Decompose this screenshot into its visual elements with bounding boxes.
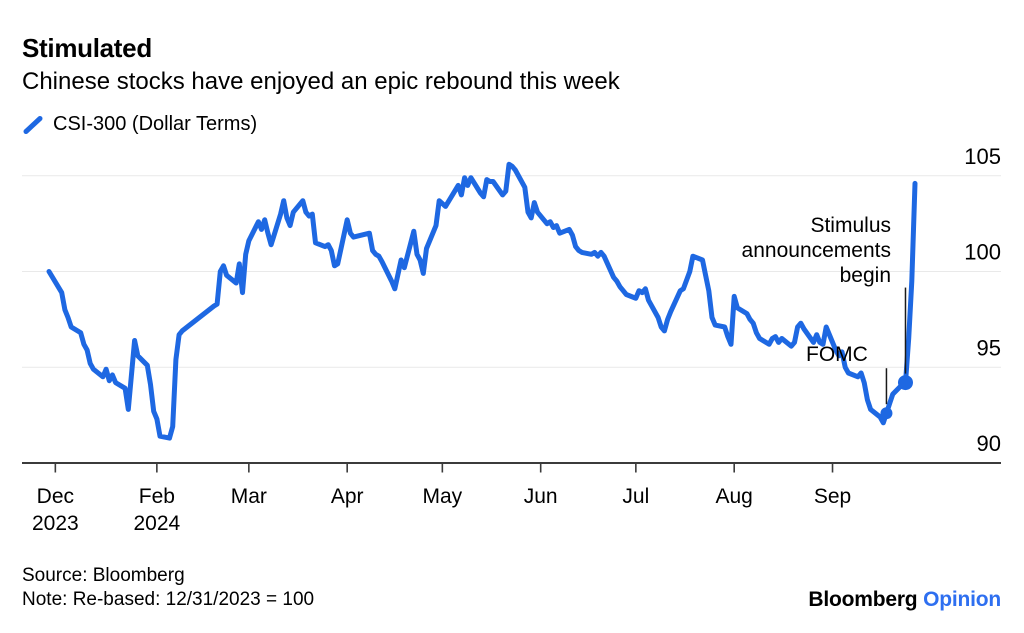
marker-dot-fomc <box>880 407 893 420</box>
legend-series-label: CSI-300 (Dollar Terms) <box>53 113 258 135</box>
x-axis-label-apr: Apr <box>331 485 364 508</box>
legend-line-swatch-icon <box>23 115 43 134</box>
marker-dot-stimulus <box>897 375 913 391</box>
y-axis-label-95: 95 <box>977 335 1001 360</box>
chart-footer: Source: Bloomberg Note: Re-based: 12/31/… <box>22 564 314 612</box>
y-axis-label-105: 105 <box>964 144 1001 169</box>
annotation-fomc: FOMC <box>806 343 868 366</box>
x-axis-label-may: May <box>423 485 463 508</box>
annotation-stimulus: Stimulus announcements begin <box>741 214 891 287</box>
bloomberg-opinion-logo: Bloomberg Opinion <box>808 588 1001 612</box>
y-axis-label-90: 90 <box>977 431 1001 456</box>
x-axis-label-jun: Jun <box>524 485 558 508</box>
note-line: Note: Re-based: 12/31/2023 = 100 <box>22 589 315 610</box>
x-axis-year-2024: 2024 <box>133 512 180 535</box>
x-axis-label-mar: Mar <box>231 485 267 508</box>
chart-legend: CSI-300 (Dollar Terms) <box>22 113 257 136</box>
x-axis-label-aug: Aug <box>715 485 752 508</box>
source-line: Source: Bloomberg <box>22 565 185 586</box>
x-axis-label-sep: Sep <box>814 485 851 508</box>
csi300-series-line <box>46 161 918 441</box>
bloomberg-wordmark: Bloomberg <box>808 588 918 611</box>
x-axis-label-dec: Dec <box>37 485 74 508</box>
chart-title: Stimulated <box>22 33 152 63</box>
x-axis-label-jul: Jul <box>622 485 649 508</box>
x-axis-label-feb: Feb <box>139 485 175 508</box>
x-axis-year-2023: 2023 <box>32 512 79 535</box>
y-axis-label-100: 100 <box>964 240 1001 265</box>
chart-subtitle: Chinese stocks have enjoyed an epic rebo… <box>22 68 620 95</box>
opinion-wordmark: Opinion <box>923 588 1001 611</box>
